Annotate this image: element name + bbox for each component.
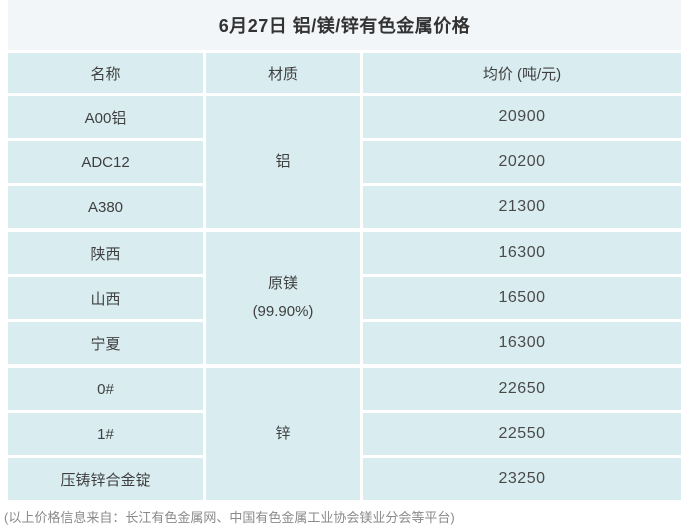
price-cell: 20900 (363, 96, 681, 138)
name-cell: 1# (8, 413, 203, 455)
column-header-price: 均价 (吨/元) (363, 53, 681, 93)
name-cell: 陕西 (8, 232, 203, 274)
material-cell: 铝 (206, 96, 360, 228)
table-group-zinc: 0# 锌 22650 1# 22550 压铸锌合金锭 23250 (8, 368, 681, 500)
price-cell: 16300 (363, 322, 681, 364)
source-note: (以上价格信息来自：长江有色金属网、中国有色金属工业协会镁业分会等平台) (4, 510, 455, 525)
price-cell: 16300 (363, 232, 681, 274)
price-cell: 22550 (363, 413, 681, 455)
name-cell: 山西 (8, 277, 203, 319)
material-cell: 锌 (206, 368, 360, 500)
name-cell: ADC12 (8, 141, 203, 183)
material-note: (99.90%) (252, 303, 314, 320)
name-cell: A380 (8, 186, 203, 228)
price-table: 6月27日 铝/镁/锌有色金属价格 名称 材质 均价 (吨/元) A00铝 铝 … (8, 0, 681, 500)
table-group-aluminum: A00铝 铝 20900 ADC12 20200 A380 21300 (8, 96, 681, 228)
material-label: 锌 (275, 424, 291, 442)
table-header-row: 名称 材质 均价 (吨/元) (8, 53, 681, 93)
price-cell: 16500 (363, 277, 681, 319)
material-label: 原镁 (267, 274, 298, 292)
name-cell: 宁夏 (8, 322, 203, 364)
name-cell: 压铸锌合金锭 (8, 458, 203, 500)
price-cell: 23250 (363, 458, 681, 500)
name-cell: 0# (8, 368, 203, 410)
price-cell: 22650 (363, 368, 681, 410)
column-header-name: 名称 (8, 53, 203, 93)
page-title: 6月27日 铝/镁/锌有色金属价格 (8, 0, 681, 50)
table-group-magnesium: 陕西 原镁 (99.90%) 16300 山西 16500 宁夏 16300 (8, 232, 681, 364)
price-cell: 21300 (363, 186, 681, 228)
name-cell: A00铝 (8, 96, 203, 138)
material-label: 铝 (275, 152, 291, 170)
material-cell: 原镁 (99.90%) (206, 232, 360, 364)
column-header-material: 材质 (206, 53, 360, 93)
price-cell: 20200 (363, 141, 681, 183)
